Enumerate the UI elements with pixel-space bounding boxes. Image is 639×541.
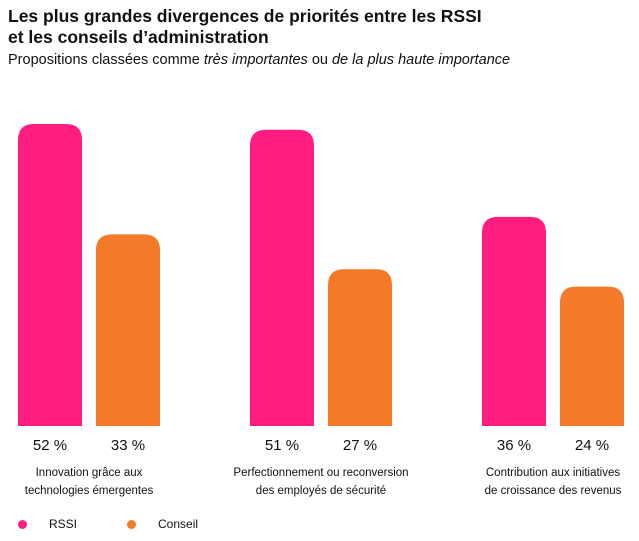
subtitle-emphasis-2: de la plus haute importance xyxy=(331,52,511,68)
legend-item-rssi: RSSI xyxy=(18,517,77,531)
data-label-conseil-1: 33 % xyxy=(111,437,145,454)
bar-rssi-2 xyxy=(250,129,314,427)
bar-conseil-3 xyxy=(560,286,624,426)
bar-conseil-2 xyxy=(328,269,392,426)
category-label-2-line-1: Perfectionnement ou reconversion xyxy=(233,467,408,479)
chart-subtitle: Propositions classées comme très importa… xyxy=(8,51,628,69)
subtitle-text-2: ou xyxy=(307,52,332,68)
category-label-2-line-2: des employés de sécurité xyxy=(256,485,386,497)
legend-label-rssi: RSSI xyxy=(49,517,78,531)
legend-item-conseil: Conseil xyxy=(127,517,198,531)
legend-swatch-rssi xyxy=(18,519,27,529)
data-label-rssi-2: 51 % xyxy=(265,437,299,454)
data-label-rssi-3: 36 % xyxy=(497,437,531,454)
chart-title: Les plus grandes divergences de priorité… xyxy=(8,6,608,48)
data-label-conseil-3: 24 % xyxy=(575,437,609,454)
bar-conseil-1 xyxy=(96,234,160,426)
category-label-3-line-1: Contribution aux initiatives xyxy=(486,467,620,479)
bar-rssi-3 xyxy=(482,216,546,426)
subtitle-text-1: Propositions classées comme xyxy=(8,52,204,68)
data-label-rssi-1: 52 % xyxy=(33,437,67,454)
bar-rssi-1 xyxy=(18,124,82,426)
category-label-1-line-2: technologies émergentes xyxy=(25,485,154,497)
chart-title-line-2: et les conseils d’administration xyxy=(8,27,269,47)
chart-title-line-1: Les plus grandes divergences de priorité… xyxy=(8,6,482,26)
legend-swatch-conseil xyxy=(127,519,137,529)
data-label-conseil-2: 27 % xyxy=(343,437,377,454)
category-label-1-line-1: Innovation grâce aux xyxy=(36,467,143,479)
category-label-3-line-2: de croissance des revenus xyxy=(485,485,622,497)
legend: RSSI Conseil xyxy=(18,514,248,534)
subtitle-emphasis-1: très importantes xyxy=(203,52,308,68)
legend-label-conseil: Conseil xyxy=(158,517,199,531)
